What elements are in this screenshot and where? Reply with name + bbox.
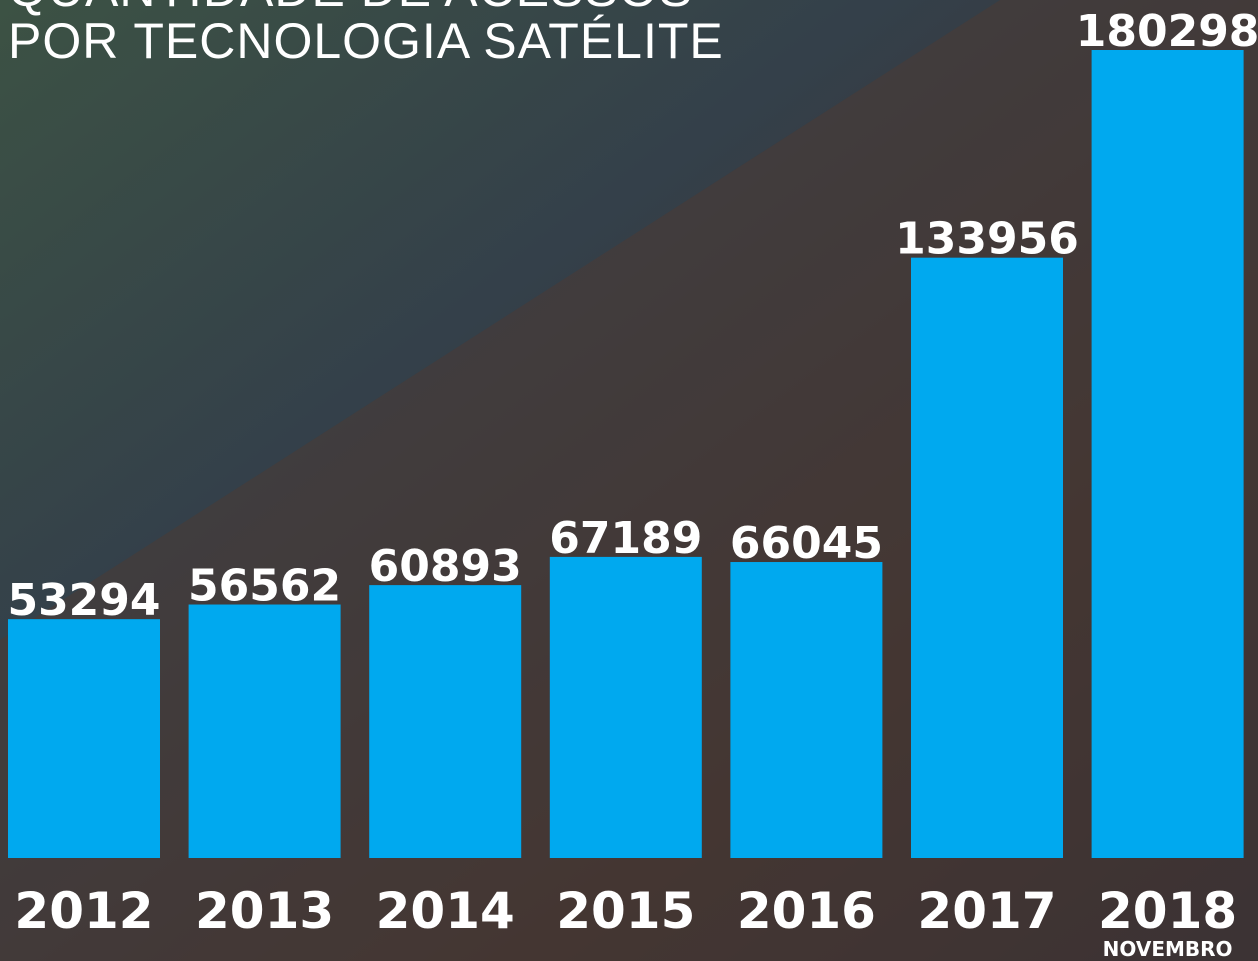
chart-title: POR TECNOLOGIA SATÉLITE [8,13,724,69]
annotation: NOVEMBRO [1103,937,1233,961]
x-tick-label: 2013 [195,882,334,940]
x-tick-label: 2017 [917,882,1056,940]
bar [369,585,522,858]
x-tick-label: 2015 [556,882,695,940]
value-label: 180298 [1076,6,1258,57]
bar [8,619,160,858]
value-label: 56562 [188,561,341,612]
value-label: 67189 [549,513,702,564]
value-label: 53294 [7,575,160,626]
bar [188,604,341,858]
bar [1091,50,1244,858]
bar [549,556,702,858]
x-tick-label: 2014 [376,882,515,940]
x-tick-label: 2012 [14,882,153,940]
value-label: 60893 [369,541,522,592]
x-tick-label: 2018 [1098,882,1237,940]
x-tick-label: 2016 [737,882,876,940]
bar [911,257,1063,858]
bar [730,562,883,858]
chart-title: QUANTIDADE DE ACESSOS [8,0,693,17]
value-label: 133956 [895,214,1079,265]
value-label: 66045 [730,518,883,569]
